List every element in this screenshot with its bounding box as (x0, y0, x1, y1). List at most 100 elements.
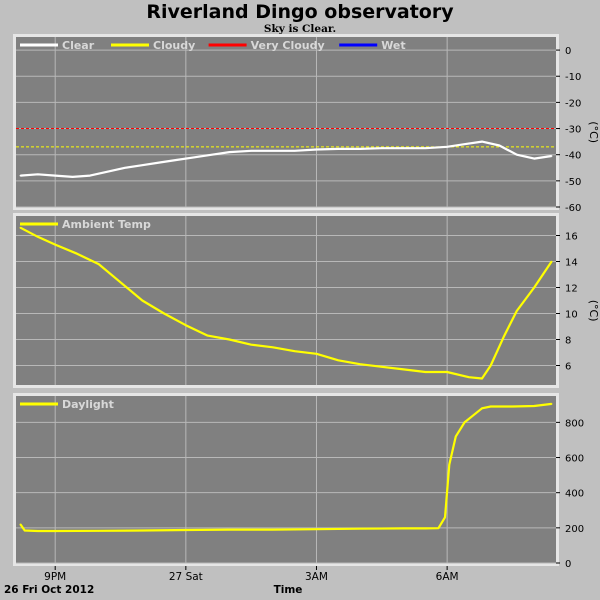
data-point (444, 516, 446, 519)
data-point (89, 174, 91, 177)
data-point (19, 523, 22, 526)
data-point (424, 147, 427, 149)
data-point (54, 530, 56, 532)
legend-label: Cloudy (153, 39, 195, 52)
y-tick-label: -30 (565, 125, 581, 136)
data-point (36, 236, 39, 238)
y-tick-label: 8 (565, 336, 571, 347)
y-tick-label: 14 (565, 258, 578, 269)
data-point (359, 363, 361, 366)
x-tick-label: 6AM (436, 571, 459, 583)
data-point (54, 243, 56, 246)
data-point (228, 528, 231, 531)
plot-area (16, 396, 556, 563)
series-line (19, 402, 552, 533)
y-tick-label: 200 (565, 524, 584, 535)
data-point (402, 368, 405, 371)
page-subtitle: Sky is Clear. (263, 23, 337, 35)
data-point (446, 146, 448, 148)
data-point (468, 376, 470, 379)
y-tick-label: 16 (565, 232, 578, 243)
data-point (315, 528, 318, 531)
data-point (141, 299, 144, 302)
data-point (446, 371, 448, 373)
data-point (455, 435, 457, 438)
y-axis-label: (°C) (587, 121, 600, 143)
legend-label: Wet (381, 39, 405, 52)
data-point (36, 173, 39, 176)
data-point (97, 263, 100, 265)
data-point (516, 153, 518, 156)
y-axis-label: (°C) (587, 300, 600, 322)
data-point (54, 174, 56, 177)
data-point (106, 170, 109, 173)
y-tick-label: 0 (565, 559, 571, 570)
data-point (533, 405, 536, 407)
data-point (250, 343, 252, 346)
data-point (481, 140, 483, 143)
data-point (315, 353, 318, 355)
plot-area (16, 216, 556, 385)
y-tick-label: -40 (565, 151, 581, 162)
data-point (211, 153, 213, 156)
data-point (163, 312, 165, 315)
data-point (293, 350, 296, 353)
x-tick-label: 3AM (305, 571, 328, 583)
y-tick-label: 0 (565, 46, 571, 57)
data-point (176, 159, 178, 161)
data-point (402, 527, 405, 530)
data-point (19, 174, 22, 177)
data-point (402, 147, 405, 149)
data-point (272, 149, 274, 152)
data-point (481, 407, 483, 410)
y-tick-label: 6 (565, 362, 571, 373)
x-tick-label: 9PM (44, 571, 66, 583)
data-point (293, 149, 296, 152)
y-tick-label: -50 (565, 177, 581, 188)
legend-label: Daylight (62, 398, 114, 411)
data-point (502, 336, 505, 338)
data-point (533, 157, 536, 160)
data-point (272, 528, 274, 531)
data-point (124, 166, 126, 169)
data-point (71, 176, 74, 178)
x-axis-label: Time (274, 584, 303, 596)
data-point (193, 156, 196, 159)
data-point (381, 147, 383, 149)
data-point (185, 529, 187, 531)
data-point (206, 334, 209, 337)
data-point (36, 530, 39, 532)
data-point (550, 403, 553, 405)
data-point (516, 310, 518, 312)
data-point (424, 371, 427, 373)
y-tick-label: 800 (565, 418, 584, 429)
data-point (250, 149, 252, 152)
data-point (437, 527, 440, 529)
data-point (76, 252, 78, 255)
data-point (498, 144, 501, 147)
y-tick-label: 400 (565, 489, 584, 500)
data-point (23, 529, 26, 532)
y-tick-label: -20 (565, 98, 581, 109)
data-point (359, 527, 361, 530)
data-point (463, 421, 466, 424)
data-point (381, 366, 383, 368)
data-point (481, 377, 483, 380)
data-point (550, 260, 553, 263)
data-point (97, 530, 100, 532)
data-point (337, 148, 340, 150)
series-line (19, 226, 553, 380)
data-point (489, 364, 492, 367)
y-tick-label: 10 (565, 310, 578, 321)
data-point (424, 527, 427, 530)
data-point (185, 324, 187, 327)
legend-label: Very Cloudy (251, 39, 325, 52)
data-point (228, 151, 231, 153)
data-point (533, 286, 536, 289)
y-tick-label: 600 (565, 454, 584, 465)
x-date-label: 26 Fri Oct 2012 (4, 584, 94, 596)
legend-label: Clear (62, 39, 95, 52)
data-point (337, 359, 340, 362)
data-point (489, 405, 492, 408)
